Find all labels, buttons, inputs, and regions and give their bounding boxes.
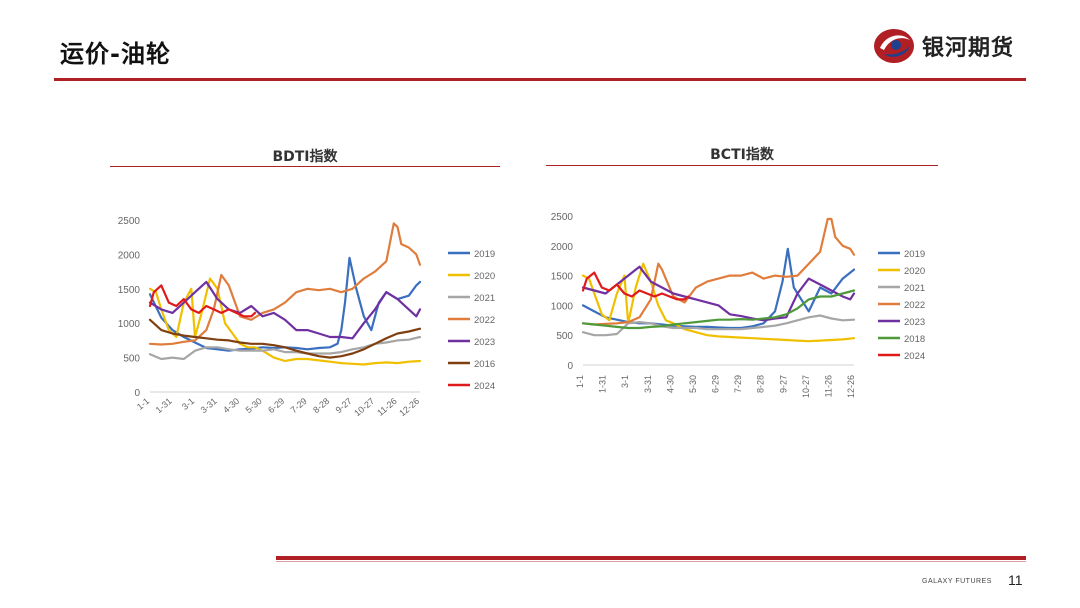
bcti-chart-title: BCTI指数	[710, 147, 774, 163]
x-tick-label: 8-28	[311, 396, 331, 415]
legend-label-2018: 2018	[904, 334, 925, 345]
footer-divider-thin	[276, 561, 1026, 562]
brand-name: 银河期货	[922, 36, 1015, 61]
legend-label-2020: 2020	[904, 266, 925, 277]
y-tick-label: 2500	[118, 216, 141, 227]
x-tick-label: 1-1	[575, 375, 585, 388]
legend-label-2016: 2016	[474, 359, 495, 370]
x-tick-label: 6-29	[711, 375, 721, 393]
x-tick-label: 12-26	[397, 396, 421, 418]
header-divider	[54, 78, 1026, 81]
series-line-2016	[148, 318, 422, 359]
x-tick-label: 6-29	[266, 396, 286, 415]
legend-label-2019: 2019	[474, 249, 495, 260]
x-tick-label: 10-27	[352, 396, 376, 418]
bcti-line-chart: 0 500 1000 1500 2000 2500 1-1 1-31 3-1 3-31 4-30 5-…	[551, 212, 925, 398]
y-tick-label: 1500	[551, 272, 574, 283]
legend-label-2024: 2024	[474, 381, 495, 392]
x-tick-label: 8-28	[756, 375, 766, 393]
y-tick-label: 1500	[118, 285, 141, 296]
series-line-2021	[581, 314, 856, 337]
x-tick-label: 1-31	[154, 396, 174, 415]
x-tick-label: 7-29	[289, 396, 309, 415]
series-line-2018	[581, 289, 856, 330]
legend-label-2024: 2024	[904, 351, 925, 362]
x-tick-label: 4-30	[665, 375, 675, 393]
x-tick-label: 3-1	[180, 396, 196, 412]
x-tick-label: 1-31	[598, 375, 608, 393]
y-tick-label: 0	[134, 388, 140, 399]
series-line-2020	[581, 262, 856, 343]
x-tick-label: 11-26	[823, 375, 833, 397]
x-tick-label: 11-26	[375, 396, 399, 418]
y-tick-label: 0	[567, 361, 573, 372]
legend-label-2022: 2022	[474, 315, 495, 326]
series-line-2023	[148, 280, 422, 340]
galaxy-logo-icon	[874, 29, 914, 63]
legend-label-2019: 2019	[904, 249, 925, 260]
x-tick-label: 5-30	[244, 396, 264, 415]
x-tick-label: 3-1	[620, 375, 630, 388]
series-line-2023	[581, 265, 856, 322]
x-tick-label: 3-31	[199, 396, 219, 415]
series-line-2022	[148, 222, 422, 346]
page-number: 11	[1008, 572, 1023, 588]
legend-label-2023: 2023	[474, 337, 495, 348]
series-line-2024	[581, 271, 690, 301]
x-tick-label: 9-27	[778, 375, 788, 393]
bdti-title-rule	[110, 166, 500, 167]
x-tick-label: 12-26	[846, 375, 856, 398]
legend-label-2021: 2021	[474, 293, 495, 304]
x-tick-label: 3-31	[643, 375, 653, 393]
y-tick-label: 2500	[551, 212, 574, 223]
legend-label-2020: 2020	[474, 271, 495, 282]
series-line-2022	[581, 217, 856, 326]
x-tick-label: 7-29	[733, 375, 743, 393]
y-tick-label: 1000	[551, 301, 574, 312]
y-tick-label: 2000	[118, 250, 141, 261]
x-tick-label: 10-27	[801, 375, 811, 398]
y-tick-label: 500	[123, 354, 140, 365]
legend-label-2022: 2022	[904, 300, 925, 311]
legend-label-2021: 2021	[904, 283, 925, 294]
y-tick-label: 1000	[118, 319, 141, 330]
y-tick-label: 500	[556, 331, 573, 342]
bcti-title-rule	[546, 165, 938, 166]
legend-label-2023: 2023	[904, 317, 925, 328]
x-tick-label: 4-30	[221, 396, 241, 415]
footer-brand: GALAXY FUTURES	[922, 578, 992, 585]
bdti-chart-title: BDTI指数	[272, 149, 338, 165]
x-tick-label: 9-27	[334, 396, 354, 415]
page-title: 运价-油轮	[60, 40, 171, 68]
series-line-2024	[148, 284, 257, 318]
footer-divider	[276, 556, 1026, 560]
brand-logo: 银河期货	[872, 26, 1032, 66]
y-tick-label: 2000	[551, 242, 574, 253]
x-tick-label: 5-30	[688, 375, 698, 393]
